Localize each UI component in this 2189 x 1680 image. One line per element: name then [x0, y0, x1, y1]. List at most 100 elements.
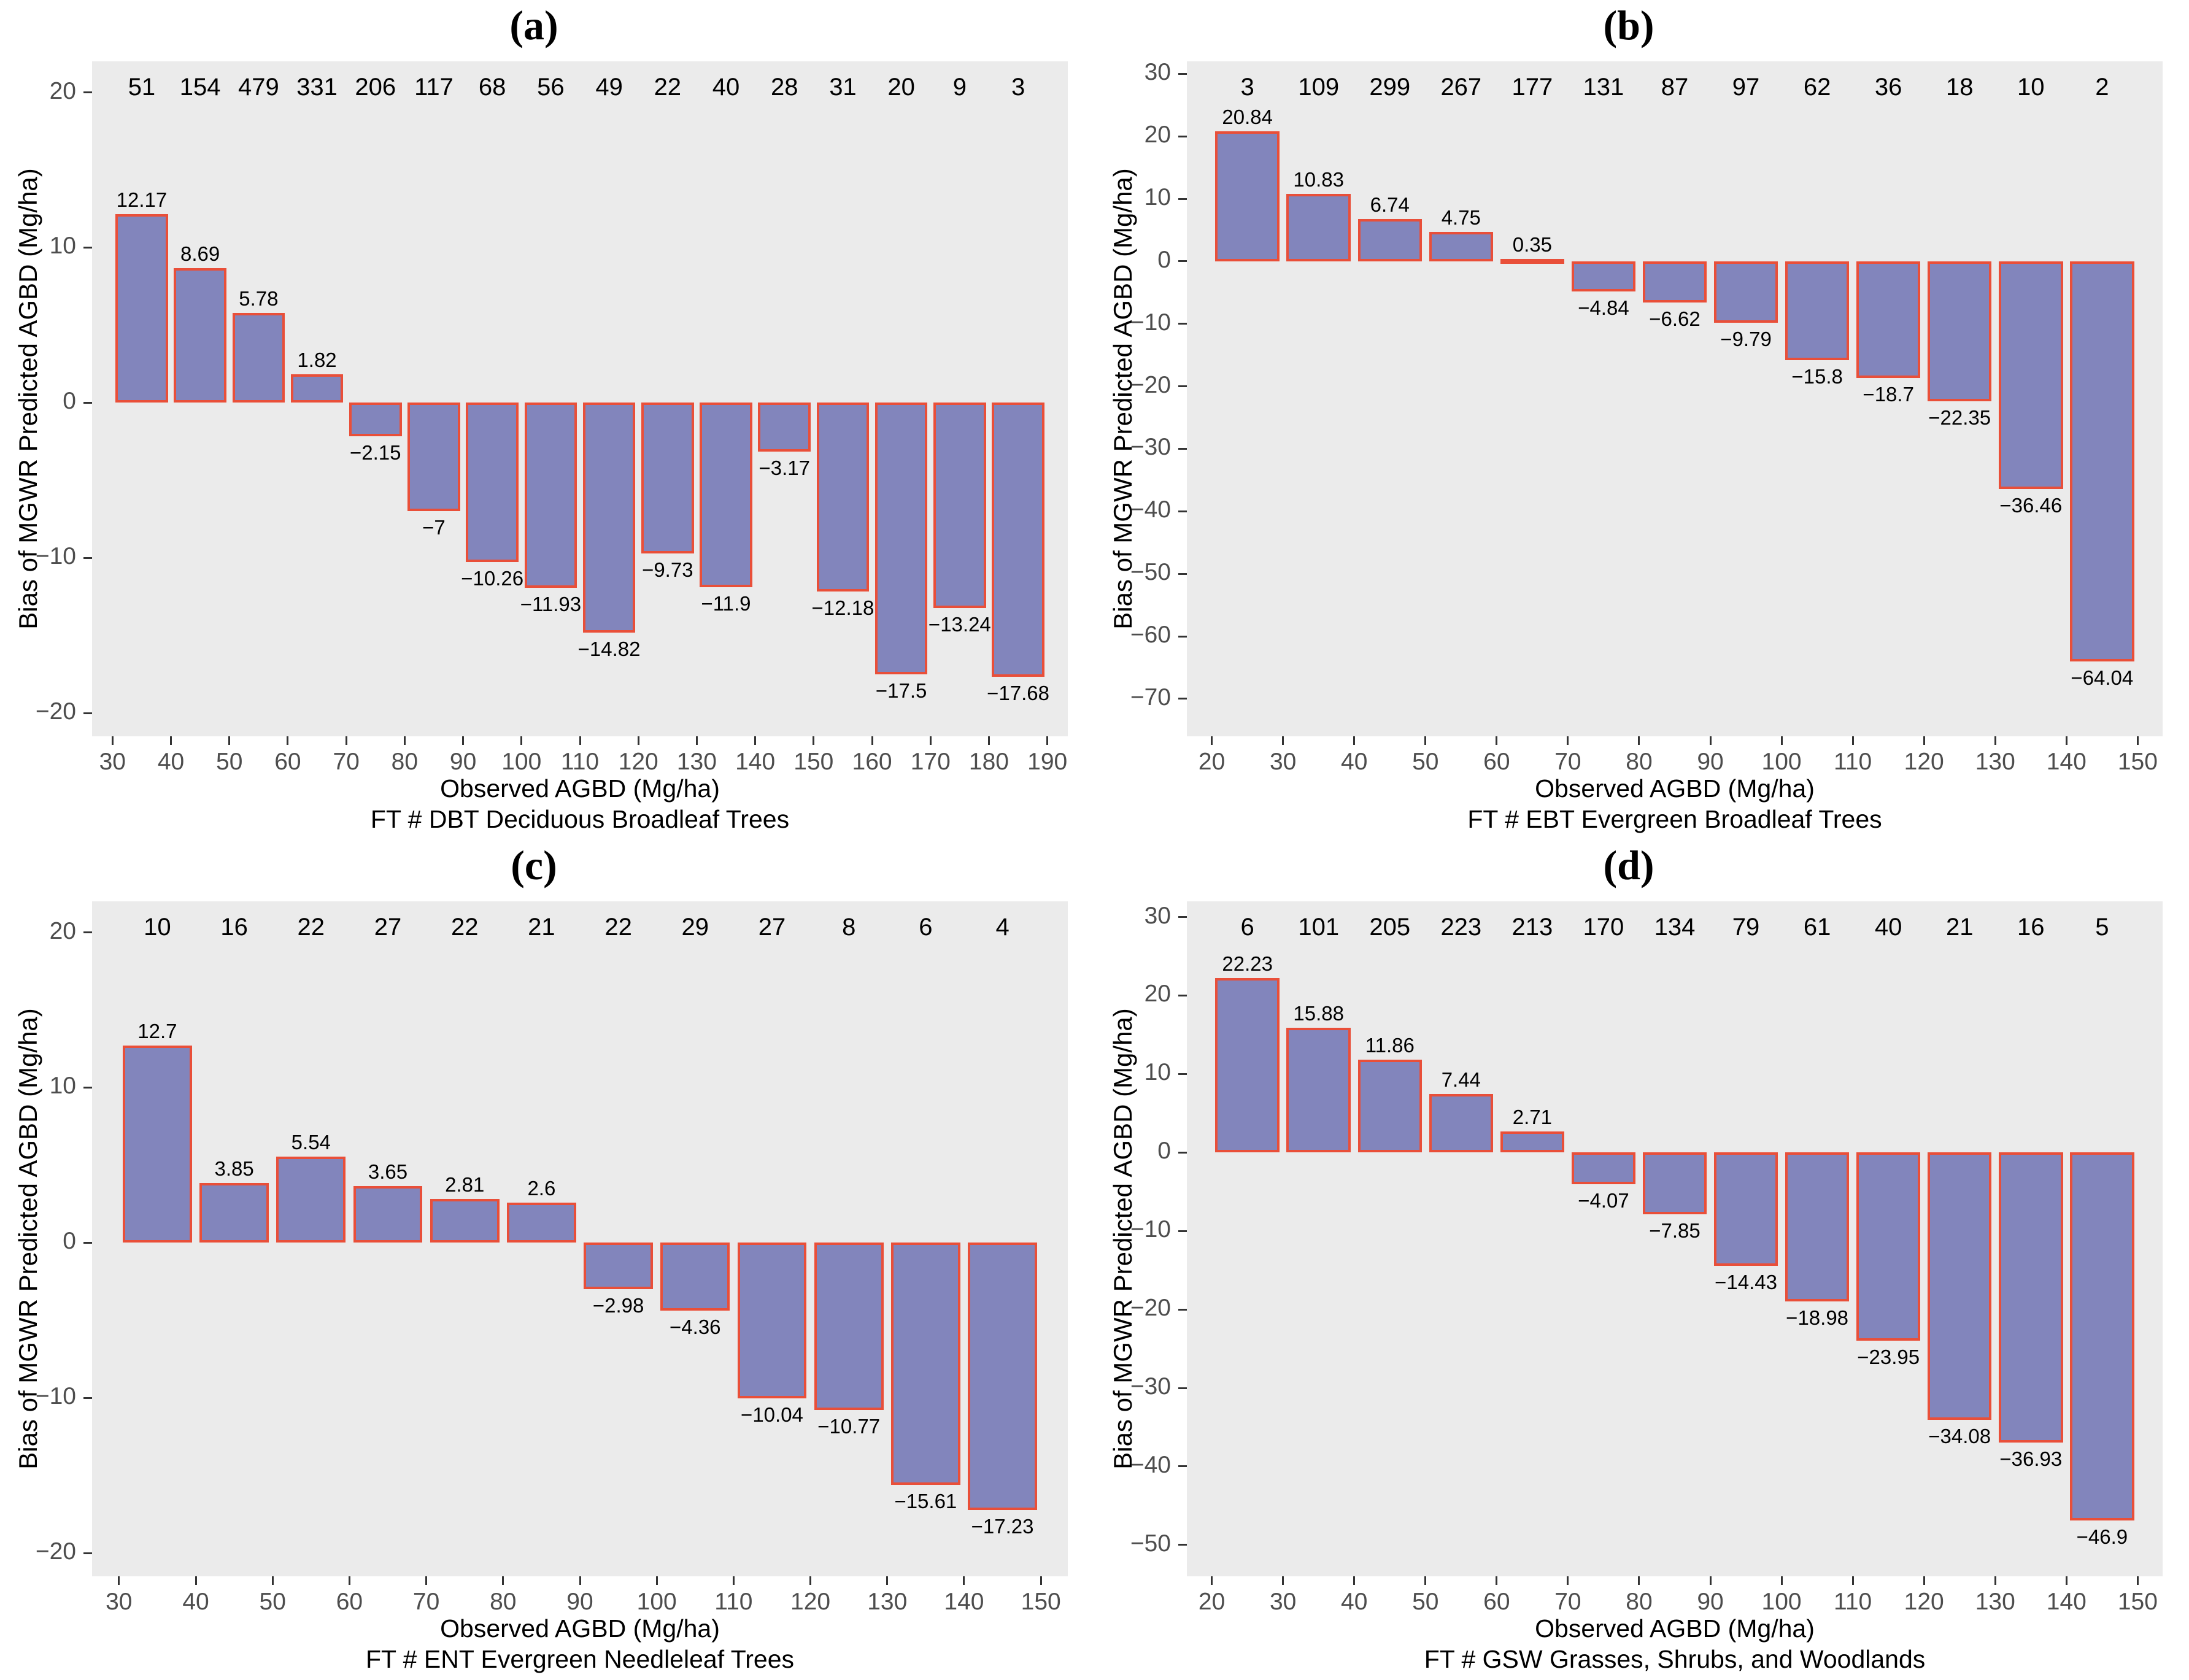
bar	[232, 313, 285, 403]
bar-value-label: −7	[422, 516, 446, 539]
bar-value-label: 0.35	[1512, 233, 1552, 256]
bin-count-label: 21	[528, 914, 555, 941]
y-axis-tick-label: 10	[49, 1073, 76, 1100]
panel-b-title: (b)	[1603, 2, 1654, 48]
bar	[1785, 261, 1850, 360]
bin-count-label: 21	[1945, 914, 1974, 941]
bar	[174, 268, 226, 403]
bin-count-label: 61	[1803, 914, 1831, 941]
x-axis-tick	[348, 1576, 350, 1585]
bar	[582, 403, 636, 633]
bar	[1215, 131, 1280, 261]
x-axis-tick-label: 130	[1975, 749, 2015, 775]
bin-count-label: 22	[297, 914, 325, 941]
bar	[1856, 1152, 1921, 1341]
y-axis-tick-label: 20	[49, 917, 76, 944]
bar-value-label: −23.95	[1857, 1345, 1920, 1368]
bin-count-label: 20	[887, 74, 915, 101]
y-axis-tick	[1178, 1230, 1187, 1232]
bin-count-label: 22	[604, 914, 632, 941]
x-axis-tick	[1424, 1576, 1427, 1585]
y-axis-tick-label: −50	[1130, 1530, 1171, 1557]
y-axis-tick	[1178, 198, 1187, 200]
x-axis-tick-label: 30	[99, 749, 126, 775]
bar-value-label: −10.26	[461, 566, 524, 590]
bar	[115, 214, 168, 403]
x-axis-tick	[520, 736, 523, 745]
bar-value-label: −11.9	[701, 592, 751, 615]
y-axis-tick-label: −60	[1130, 622, 1171, 649]
bar-value-label: −36.46	[1999, 494, 2063, 517]
bin-count-label: 205	[1369, 914, 1411, 941]
bar	[1429, 1094, 1494, 1153]
bin-count-label: 9	[952, 74, 967, 101]
y-axis-tick-label: −10	[35, 543, 76, 570]
x-axis-tick	[1851, 736, 1854, 745]
bar-value-label: 3.85	[214, 1157, 254, 1180]
bar-value-label: 5.78	[239, 287, 279, 310]
bar-value-label: −11.93	[520, 593, 582, 615]
x-axis-tick	[425, 1576, 428, 1585]
bar	[290, 374, 344, 403]
x-axis-tick	[1424, 736, 1427, 745]
bin-count-label: 49	[595, 74, 623, 101]
bin-count-label: 40	[1874, 914, 1902, 941]
y-axis-tick	[1178, 135, 1187, 137]
panel-a-x-axis-label: Observed AGBD (Mg/ha)	[440, 774, 720, 803]
panel-d-plot-area: 22.23 6 15.88 101 11.86 205 7.44 223 2.71 213 −4.0…	[1187, 901, 2163, 1576]
x-axis-tick-label: 150	[1021, 1589, 1061, 1615]
x-axis-tick-label: 150	[2117, 749, 2158, 775]
y-axis-tick-label: −20	[1130, 1295, 1171, 1322]
x-axis-tick-label: 90	[449, 749, 477, 775]
x-axis-tick-label: 60	[1483, 1589, 1510, 1615]
y-axis-tick-label: 20	[1144, 981, 1171, 1008]
bar	[524, 403, 577, 588]
bar-value-label: −17.23	[971, 1515, 1034, 1538]
bin-count-label: 131	[1583, 74, 1624, 101]
bin-count-label: 479	[237, 74, 279, 101]
bar	[1429, 231, 1494, 261]
x-axis-tick-label: 70	[333, 749, 360, 775]
x-axis-tick	[1780, 736, 1783, 745]
x-axis-tick	[987, 736, 990, 745]
x-axis-tick	[1282, 736, 1284, 745]
bar-value-label: −17.5	[875, 679, 927, 702]
bar	[968, 1243, 1037, 1510]
y-axis-tick-label: −10	[1130, 309, 1171, 336]
x-axis-tick	[695, 736, 698, 745]
bar-value-label: −4.07	[1578, 1189, 1629, 1212]
bar	[199, 1182, 269, 1243]
bar	[933, 403, 986, 609]
x-axis-tick	[271, 1576, 274, 1585]
bar	[700, 403, 752, 588]
x-axis-tick-label: 180	[968, 749, 1009, 775]
x-axis-tick-label: 20	[1198, 749, 1226, 775]
bar	[1286, 193, 1351, 261]
x-axis-tick-label: 70	[412, 1589, 440, 1615]
y-axis-tick	[83, 91, 92, 94]
y-axis-tick	[1178, 447, 1187, 450]
bar-value-label: −17.68	[987, 682, 1049, 705]
panel-c-x-axis-label: Observed AGBD (Mg/ha)	[440, 1614, 720, 1643]
y-axis-tick	[1178, 323, 1187, 325]
y-axis-tick-label: −20	[1130, 371, 1171, 398]
bar	[1500, 1131, 1565, 1153]
y-axis-tick	[83, 931, 92, 934]
bar-value-label: 15.88	[1293, 1002, 1344, 1025]
bin-count-label: 177	[1511, 74, 1553, 101]
bar	[1357, 1059, 1422, 1153]
x-axis-tick-label: 70	[1554, 1589, 1581, 1615]
x-axis-tick-label: 50	[1412, 1589, 1439, 1615]
x-axis-tick-label: 60	[336, 1589, 363, 1615]
bar	[641, 403, 694, 554]
x-axis-tick	[1211, 1576, 1213, 1585]
y-axis-tick	[1178, 698, 1187, 700]
bar-value-label: −9.73	[642, 558, 693, 582]
y-axis-tick-label: −50	[1130, 559, 1171, 586]
x-axis-tick	[1923, 1576, 1925, 1585]
panel-d-x-axis-label: Observed AGBD (Mg/ha)	[1535, 1614, 1815, 1643]
x-axis-tick-label: 40	[1341, 749, 1368, 775]
x-axis-tick-label: 150	[2117, 1589, 2158, 1615]
x-axis-tick-label: 130	[867, 1589, 908, 1615]
y-axis-tick-label: −40	[1130, 496, 1171, 523]
